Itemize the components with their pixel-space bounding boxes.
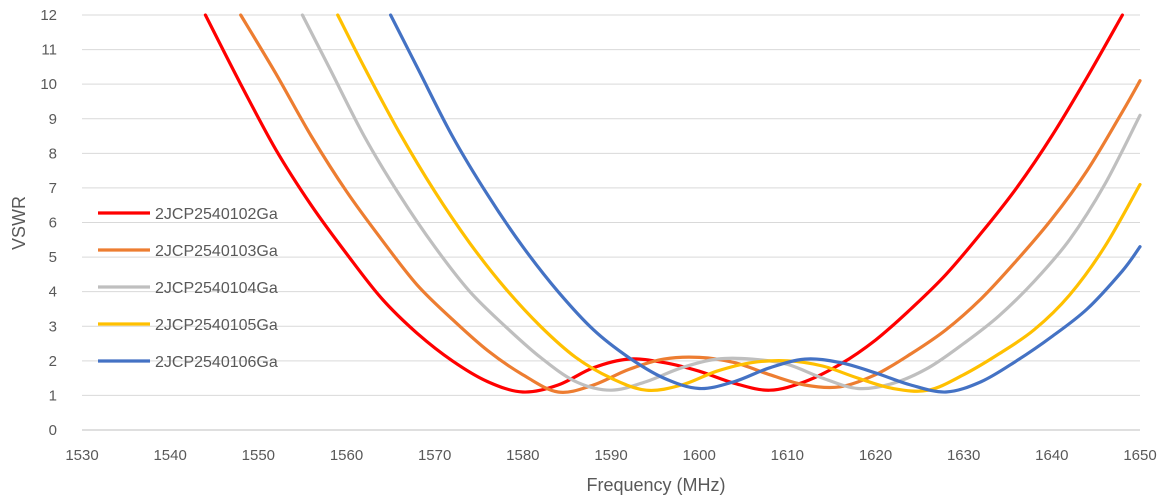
y-tick-label: 1	[49, 387, 57, 404]
y-tick-label: 9	[49, 111, 57, 128]
x-tick-label: 1570	[418, 447, 451, 464]
x-tick-label: 1600	[682, 447, 715, 464]
y-tick-label: 8	[49, 145, 57, 162]
x-tick-label: 1630	[947, 447, 980, 464]
y-tick-label: 12	[40, 7, 57, 24]
y-tick-label: 0	[49, 422, 57, 439]
series-line-2	[239, 13, 1142, 394]
legend-label: 2JCP2540106Ga	[155, 354, 278, 371]
y-tick-label: 10	[40, 76, 57, 93]
y-tick-label: 6	[49, 215, 57, 232]
series-line-5	[389, 13, 1142, 394]
x-tick-label: 1540	[153, 447, 186, 464]
y-tick-label: 5	[49, 249, 57, 266]
y-tick-label: 7	[49, 180, 57, 197]
x-tick-label: 1580	[506, 447, 539, 464]
x-tick-label: 1550	[242, 447, 275, 464]
x-axis-title: Frequency (MHz)	[586, 475, 725, 495]
y-tick-label: 11	[41, 42, 57, 59]
x-tick-label: 1620	[859, 447, 892, 464]
legend-label: 2JCP2540105Ga	[155, 317, 278, 334]
x-tick-label: 1640	[1035, 447, 1068, 464]
x-axis-ticks: 1530 1540 1550 1560 1570 1580 1590 1600 1610 1620…	[65, 447, 1156, 464]
x-tick-label: 1650	[1123, 447, 1156, 464]
series-line-3	[300, 13, 1142, 392]
x-tick-label: 1560	[330, 447, 363, 464]
x-tick-label: 1530	[65, 447, 98, 464]
y-axis-title: VSWR	[9, 196, 29, 250]
legend-label: 2JCP2540103Ga	[155, 243, 278, 260]
series-line-1	[203, 13, 1124, 394]
series-line-4	[336, 13, 1142, 393]
x-tick-label: 1590	[594, 447, 627, 464]
gridlines	[82, 14, 1140, 431]
legend: 2JCP2540102Ga 2JCP2540103Ga 2JCP2540104Ga 2…	[98, 206, 278, 371]
y-tick-label: 2	[49, 353, 57, 370]
legend-label: 2JCP2540102Ga	[155, 206, 278, 223]
series-lines	[203, 13, 1142, 394]
y-tick-label: 4	[49, 284, 57, 301]
y-tick-label: 3	[49, 318, 57, 335]
x-tick-label: 1610	[771, 447, 804, 464]
legend-label: 2JCP2540104Ga	[155, 280, 278, 297]
